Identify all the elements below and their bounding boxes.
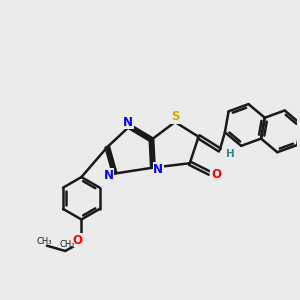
Text: N: N [123,116,133,128]
Text: CH₃: CH₃ [37,237,52,246]
Text: S: S [171,110,179,123]
Text: O: O [211,168,221,181]
Text: N: N [153,163,163,176]
Text: N: N [104,169,114,182]
Text: CH₂: CH₂ [60,240,75,249]
Text: O: O [73,234,83,247]
Text: H: H [226,149,235,159]
